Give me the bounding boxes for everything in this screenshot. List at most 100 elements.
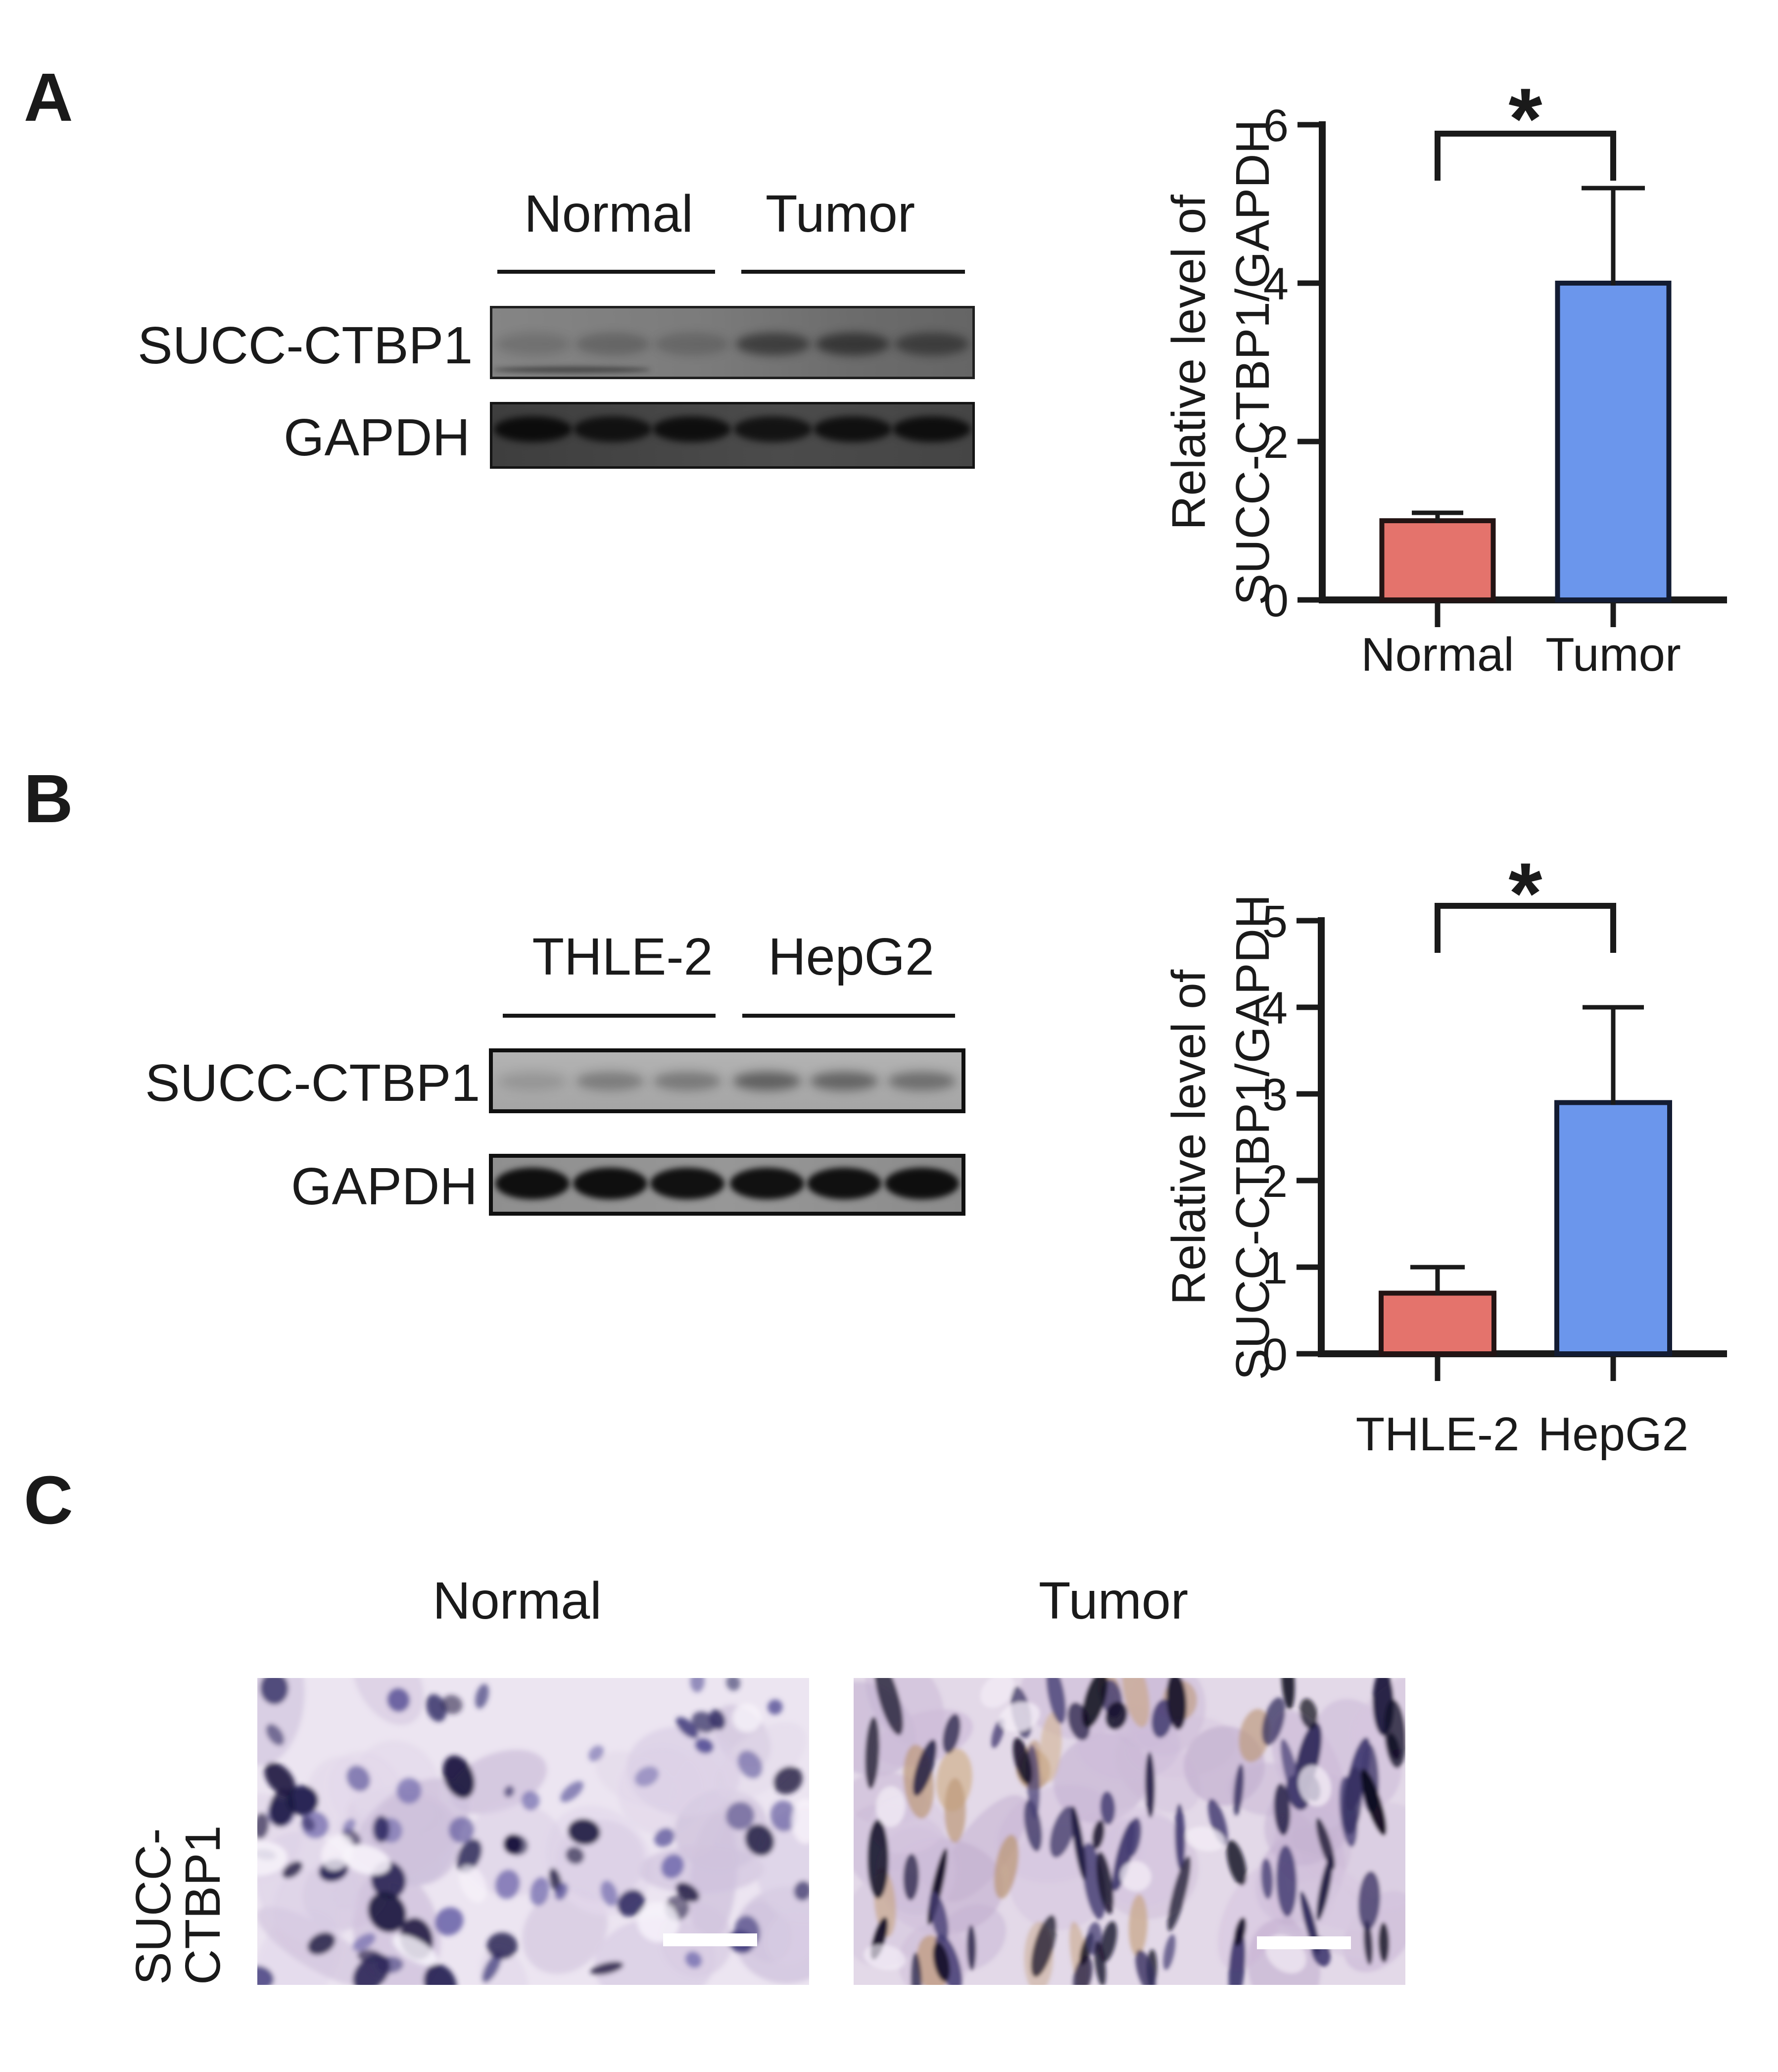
tissue-texture-blob [342,1819,356,1833]
tissue-texture-blob [1152,1699,1173,1738]
tissue-texture-blob [600,1880,618,1907]
tissue-texture-blob [392,1934,438,1966]
tissue-texture-blob [1261,1858,1273,1899]
tissue-texture-blob [387,1688,410,1712]
blot-band-lane-6 [894,332,969,355]
tissue-texture-blob [1012,1737,1032,1784]
tissue-texture-blob [1358,1871,1381,1930]
tissue-texture-blob [685,1951,702,1969]
tissue-texture-blob [368,1892,407,1933]
tissue-texture-blob [966,1925,976,1971]
y-tick-label: 0 [1263,576,1289,626]
y-axis-title-line-2: SUCC-CTBP1/GAPDH [1226,894,1279,1380]
panel-a-western-blot-succ-ctbp1 [490,306,975,379]
tissue-texture-blob [257,1841,288,1876]
tissue-texture-blob [321,1834,354,1871]
tissue-texture-blob [1363,1920,1373,1965]
tissue-texture-blob [876,1786,906,1827]
y-axis-title-line-2: SUCC-CTBP1/GAPDH [1226,119,1279,605]
tissue-texture-blob [1096,1851,1114,1914]
y-tick-label: 4 [1262,983,1288,1034]
panel-c-row-label-succ-ctbp1: SUCC-CTBP1 [126,1825,231,1985]
panel-a-western-blot-gapdh [490,402,975,469]
tissue-texture-blob [765,1909,809,1964]
tissue-texture-blob [617,1889,645,1917]
tissue-texture-blob [1119,1861,1152,1891]
tissue-texture-blob [865,1717,880,1789]
blot-band-lane-1 [495,1168,570,1200]
tissue-texture-blob [1342,1767,1363,1835]
tissue-texture-blob [266,1724,285,1746]
panel-c-column-label-normal: Normal [432,1572,602,1630]
y-axis-title-line-1: Relative level of [1162,195,1215,530]
tissue-texture-blob [940,1795,1028,1902]
tissue-texture-blob [1163,1934,1176,1970]
tissue-texture-blob [269,1789,295,1827]
blot-band-lane-3 [650,1168,724,1200]
tissue-texture-blob [1276,1845,1297,1917]
blot-band-lane-1 [494,416,573,442]
panel-b-label: B [24,761,73,837]
tissue-texture-blob [1112,1820,1136,1891]
bar-hepg2 [1554,1100,1672,1356]
y-tick-label: 1 [1262,1243,1288,1293]
tissue-texture-blob [634,1766,659,1787]
x-tick-label-tumor: Tumor [1545,628,1681,681]
scale-bar [1257,1936,1351,1949]
y-tick-label: 4 [1263,259,1289,309]
panel-b-bar-chart: 0 1 2 3 4 5 THLE-2 HepG2 * Relative level of SUCC-… [1162,845,1727,1461]
panel-b-group-label-hepg2: HepG2 [768,928,934,986]
tissue-texture-blob [353,1954,390,1985]
tissue-texture-blob [1298,1765,1332,1806]
tissue-texture-blob [1135,1950,1156,1985]
tissue-texture-blob [521,1790,540,1811]
tissue-texture-blob [1105,1701,1128,1730]
panel-c-ihc-image-tumor [854,1678,1405,1985]
tissue-texture-blob [773,1766,803,1794]
blot-band-lane-5 [813,416,892,442]
tissue-texture-blob [794,1880,809,1901]
tissue-texture-blob [737,1750,763,1779]
panel-b-western-blot-gapdh [489,1154,965,1216]
tissue-texture-blob [1233,1764,1244,1816]
tissue-texture [257,1678,809,1985]
tissue-texture-blob [456,1839,482,1873]
y-tick-label: 2 [1263,417,1289,468]
panel-b-lane-underline-thle2 [503,1014,716,1018]
tissue-texture-blob [486,1932,518,1960]
significance-star: * [1508,71,1542,167]
tissue-texture-blob [1071,1806,1086,1880]
panel-c-column-label-tumor: Tumor [1038,1572,1189,1630]
significance-bracket [1435,903,1616,953]
blot-band-lane-2 [576,1071,644,1090]
tissue-texture-blob [933,1942,950,1982]
tissue-texture-blob [770,1800,797,1832]
tissue-texture-blob [1082,1678,1108,1728]
tissue-texture-blob [1234,1917,1247,1947]
tissue-texture-blob [913,1739,937,1796]
tissue-texture-blob [1122,1678,1150,1727]
tissue-texture-blob [1167,1856,1191,1931]
tissue-texture-blob [944,1778,966,1843]
panel-b-western-blot-succ-ctbp1 [489,1048,965,1113]
tissue-texture-blob [1281,1678,1295,1710]
tissue-texture-blob [1299,1698,1318,1729]
tissue-texture-blob [980,1678,1015,1708]
tissue-texture-blob [791,1798,809,1844]
tissue-texture-blob [942,1714,961,1754]
tissue-texture-blob [442,1755,475,1799]
tissue-texture-blob [495,1869,520,1899]
panel-b-row-label-succ-ctbp1: SUCC-CTBP1 [145,1054,481,1112]
tissue-texture-blob [301,1816,315,1831]
tissue-texture-blob [1166,1678,1187,1730]
tissue-texture-blob [560,1781,583,1802]
tissue-texture-blob [1100,1791,1115,1825]
y-tick-label: 5 [1262,896,1288,947]
tissue-texture-blob [282,1861,303,1878]
tissue-texture-blob [373,1816,390,1843]
tissue-texture-blob [874,1678,904,1735]
blot-band-lane-3 [654,332,729,355]
tissue-texture-blob [352,1933,376,1951]
tissue-texture-blob [475,1683,489,1709]
